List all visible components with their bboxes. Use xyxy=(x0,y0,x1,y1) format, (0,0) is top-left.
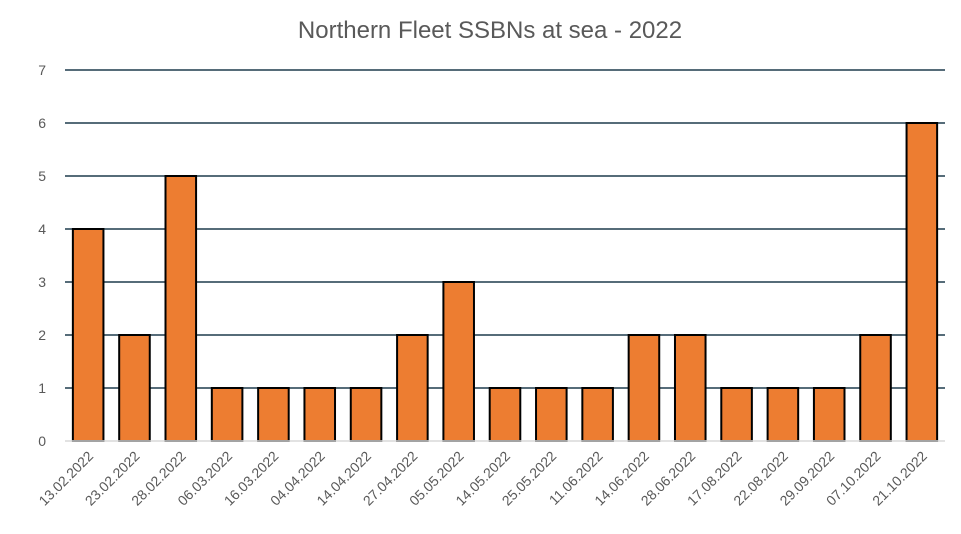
gridlines xyxy=(65,69,945,389)
chart-title: Northern Fleet SSBNs at sea - 2022 xyxy=(298,17,682,44)
bar xyxy=(303,387,337,442)
bar xyxy=(442,281,475,442)
x-axis-ticks: 13.02.202223.02.202228.02.202206.03.2022… xyxy=(35,448,930,509)
y-axis-ticks: 0 1 2 3 4 5 6 7 xyxy=(38,62,46,449)
bar xyxy=(210,387,244,442)
y-tick-label: 2 xyxy=(38,327,46,343)
bar xyxy=(257,387,290,442)
y-tick-label: 5 xyxy=(38,168,46,184)
y-tick-label: 1 xyxy=(38,380,46,396)
bar xyxy=(673,334,707,442)
bar xyxy=(349,387,383,442)
bar xyxy=(859,334,892,442)
bar xyxy=(720,387,753,442)
y-tick-label: 6 xyxy=(38,115,46,131)
bar xyxy=(627,334,661,442)
bar xyxy=(581,387,614,442)
bar xyxy=(905,122,939,442)
bar xyxy=(164,175,198,442)
y-tick-label: 4 xyxy=(38,221,46,237)
bars xyxy=(71,122,939,442)
y-tick-label: 3 xyxy=(38,274,46,290)
bar xyxy=(488,387,522,442)
y-tick-label: 0 xyxy=(38,433,46,449)
bar xyxy=(118,334,151,442)
bar xyxy=(812,387,846,442)
bar xyxy=(71,228,105,442)
bar xyxy=(396,334,429,442)
y-tick-label: 7 xyxy=(38,62,46,78)
bar xyxy=(766,387,800,442)
bar xyxy=(535,387,568,442)
